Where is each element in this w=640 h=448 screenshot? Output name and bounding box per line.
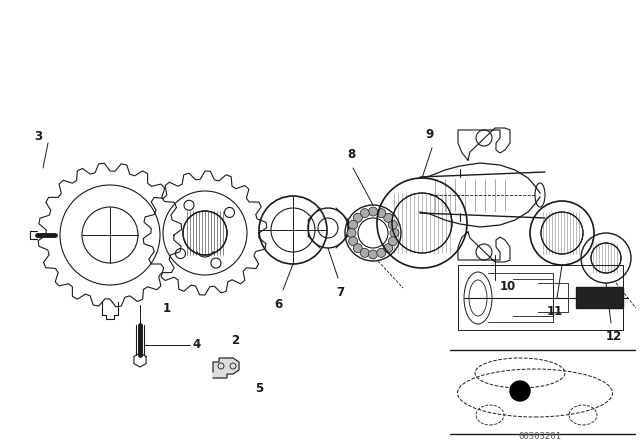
Text: 3: 3 — [34, 129, 42, 142]
Circle shape — [384, 244, 393, 253]
Circle shape — [360, 209, 369, 218]
Circle shape — [360, 248, 369, 257]
Text: 7: 7 — [336, 286, 344, 299]
Text: 11: 11 — [547, 305, 563, 318]
Circle shape — [377, 209, 386, 218]
Circle shape — [353, 213, 362, 222]
Circle shape — [353, 244, 362, 253]
Text: 9: 9 — [426, 128, 434, 141]
Circle shape — [510, 381, 530, 401]
Circle shape — [369, 250, 378, 259]
Text: 10: 10 — [500, 280, 516, 293]
Text: 8: 8 — [347, 148, 355, 161]
Text: 12: 12 — [606, 330, 622, 343]
Circle shape — [349, 220, 358, 229]
Text: 00303201: 00303201 — [518, 432, 561, 441]
Text: 1: 1 — [163, 302, 171, 314]
Circle shape — [388, 237, 397, 246]
Text: 2: 2 — [231, 333, 239, 346]
Circle shape — [377, 248, 386, 257]
Polygon shape — [213, 358, 239, 378]
Circle shape — [390, 228, 399, 237]
Circle shape — [347, 228, 356, 237]
Circle shape — [384, 213, 393, 222]
Circle shape — [349, 237, 358, 246]
Polygon shape — [576, 287, 623, 308]
Text: 4: 4 — [192, 339, 200, 352]
Text: 5: 5 — [255, 382, 263, 395]
Circle shape — [369, 207, 378, 216]
Circle shape — [388, 220, 397, 229]
Text: 6: 6 — [274, 298, 282, 311]
